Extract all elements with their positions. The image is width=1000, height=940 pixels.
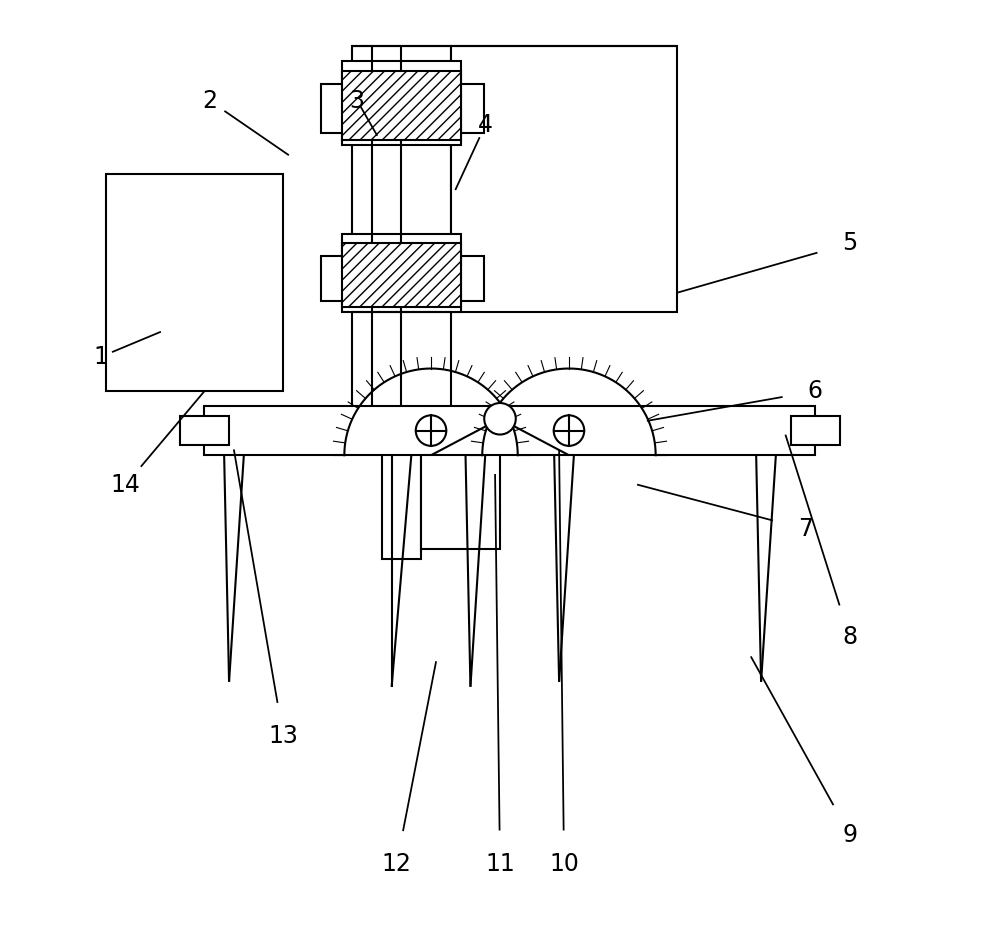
Bar [321,84,344,133]
Bar [791,415,840,446]
Text: 7: 7 [798,517,813,541]
Text: 10: 10 [549,852,579,876]
Bar [461,257,484,301]
Text: 8: 8 [842,625,857,650]
Bar [342,233,461,312]
Text: 14: 14 [111,473,141,496]
Text: 1: 1 [94,345,108,368]
Text: 4: 4 [478,113,493,137]
Bar [421,441,500,549]
Text: 2: 2 [202,88,217,113]
Text: 3: 3 [350,88,365,113]
Circle shape [416,415,446,446]
Bar [342,71,461,140]
Text: 6: 6 [808,379,823,403]
Bar [451,46,677,312]
Bar [204,406,815,455]
Circle shape [554,415,584,446]
Text: 9: 9 [842,822,857,847]
Bar [342,61,461,145]
Bar [180,415,229,446]
Circle shape [484,403,516,434]
Text: 12: 12 [382,852,411,876]
Bar [321,257,344,301]
Text: 13: 13 [268,724,298,748]
Bar [352,46,451,421]
Bar [342,243,461,307]
Bar [461,84,484,133]
Bar [382,421,421,558]
Text: 11: 11 [485,852,515,876]
Text: 5: 5 [842,231,857,256]
Bar [106,175,283,391]
